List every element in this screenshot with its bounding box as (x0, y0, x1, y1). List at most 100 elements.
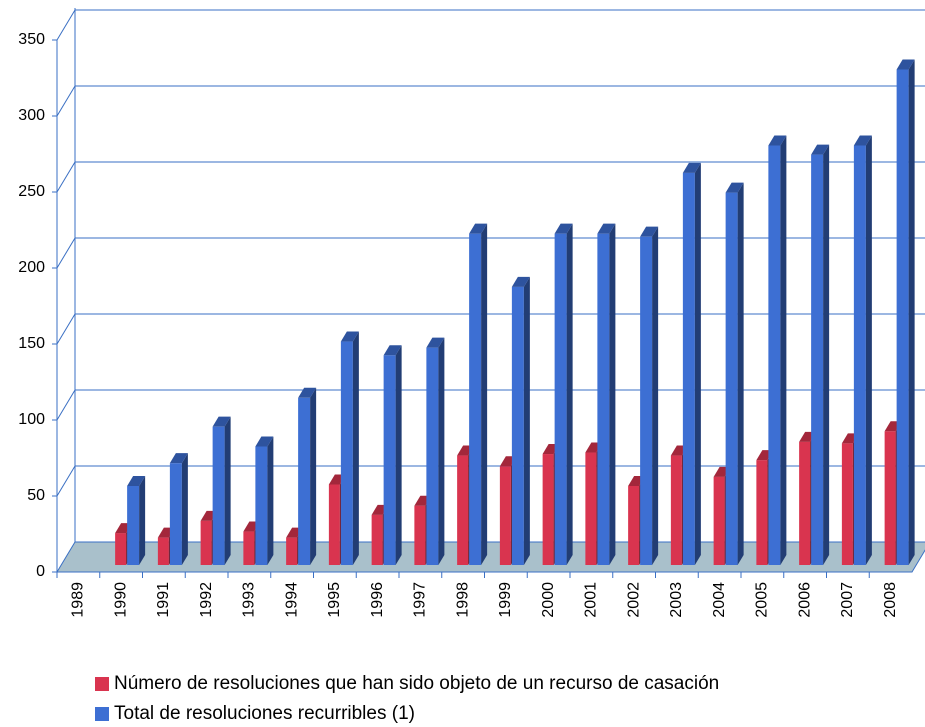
bar-front (328, 484, 340, 565)
bar-front (554, 233, 567, 565)
bar-front (670, 455, 682, 565)
bar (811, 144, 830, 565)
x-tick-label: 1991 (155, 582, 172, 618)
bar-side (310, 387, 317, 565)
grid-line (56, 389, 76, 421)
bar-front (841, 443, 853, 565)
bar-side (823, 144, 830, 565)
bar-side (780, 135, 787, 566)
bar-front (756, 460, 768, 565)
bar (597, 223, 616, 565)
x-tick-label: 1995 (326, 582, 343, 618)
bar-top (640, 226, 659, 237)
bar-side (139, 475, 146, 565)
bar-front (499, 466, 511, 565)
bar-side (609, 223, 616, 565)
bar-side (694, 162, 701, 565)
y-tick-label: 200 (18, 259, 45, 276)
bar-front (414, 505, 426, 565)
bar-front (115, 533, 127, 565)
bar-top (853, 135, 872, 146)
bar (725, 182, 744, 565)
x-tick-label: 2007 (839, 582, 856, 618)
x-tick-label: 1989 (70, 582, 87, 618)
x-tick-label: 2000 (540, 582, 557, 618)
bar-top (896, 59, 915, 70)
y-tick-label: 50 (27, 487, 45, 504)
bar-front (511, 286, 524, 565)
bar (554, 223, 573, 565)
bar-side (481, 223, 488, 565)
bar-top (255, 436, 274, 447)
y-tick-label: 350 (18, 31, 45, 48)
bar-top (127, 475, 146, 486)
bar-front (340, 341, 353, 565)
bar-front (799, 441, 811, 565)
x-tick-label: 1990 (112, 582, 129, 618)
bar-side (523, 276, 530, 565)
x-tick-label: 2006 (796, 582, 813, 618)
bar-side (652, 226, 659, 565)
bar (768, 135, 787, 566)
legend-label: Número de resoluciones que han sido obje… (114, 673, 719, 694)
x-tick-label: 2002 (625, 582, 642, 618)
bar (682, 162, 701, 565)
bar-front (469, 233, 482, 565)
bar-side (737, 182, 744, 565)
bar-front (200, 520, 212, 565)
x-tick-label: 2005 (754, 582, 771, 618)
bar-front (713, 476, 725, 565)
bar-top (169, 453, 188, 464)
bar-top (469, 223, 488, 234)
bar-front (426, 347, 439, 565)
bar (426, 337, 445, 565)
grid-line (56, 465, 76, 497)
y-tick-label: 100 (18, 411, 45, 428)
bar (255, 436, 274, 565)
bar-front (725, 192, 738, 565)
x-tick-label: 1994 (283, 582, 300, 618)
bar-side (181, 453, 188, 565)
bar-side (395, 345, 402, 565)
y-tick-label: 0 (36, 563, 45, 580)
bar-front (597, 233, 610, 565)
bar-front (542, 454, 554, 565)
bar (383, 345, 402, 565)
bar-side (865, 135, 872, 566)
bar-top (511, 276, 530, 287)
bar-top (597, 223, 616, 234)
bar (511, 276, 530, 565)
bar-front (768, 145, 781, 566)
legend-swatch (95, 707, 109, 721)
bar-front (682, 172, 695, 565)
x-tick-label: 1997 (412, 582, 429, 618)
bar-top (212, 416, 231, 427)
bar-top (298, 387, 317, 398)
bar-front (298, 397, 311, 565)
bar-side (224, 416, 231, 565)
bar-front (640, 236, 653, 565)
grid-line (56, 85, 76, 117)
legend-label: Total de resoluciones recurribles (1) (114, 703, 415, 724)
bar-top (426, 337, 445, 348)
bar (896, 59, 915, 565)
bar-side (352, 331, 359, 565)
x-tick-label: 1993 (241, 582, 258, 618)
bar (298, 387, 317, 565)
back-wall (75, 8, 925, 542)
x-tick-label: 1998 (454, 582, 471, 618)
bar-side (566, 223, 573, 565)
floor (56, 541, 925, 573)
bar-side (908, 59, 915, 565)
legend-swatch (95, 677, 109, 691)
bar-front (169, 463, 182, 565)
bar-front (371, 514, 383, 565)
bar-front (896, 69, 909, 565)
bar-front (585, 452, 597, 565)
bar-front (212, 426, 225, 565)
bar-top (554, 223, 573, 234)
y-tick-label: 250 (18, 183, 45, 200)
bar-front (457, 455, 469, 565)
x-tick-label: 2004 (711, 582, 728, 618)
bar-top (340, 331, 359, 342)
